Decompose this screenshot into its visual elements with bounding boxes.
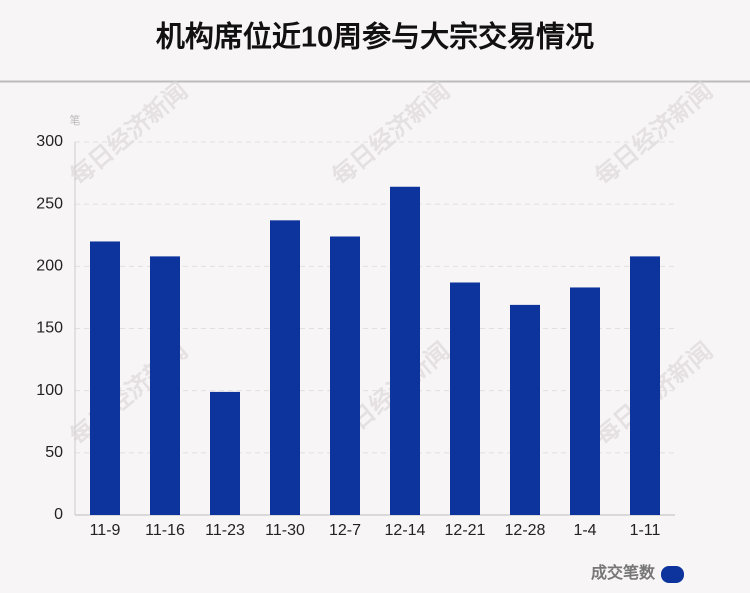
x-tick-label: 11-9 xyxy=(90,522,121,539)
x-tick-label: 12-21 xyxy=(445,522,486,539)
y-tick-label: 50 xyxy=(45,444,63,461)
x-tick-label: 11-23 xyxy=(205,522,245,539)
legend-label: 成交笔数 xyxy=(591,563,656,582)
x-tick-label: 12-14 xyxy=(385,522,426,539)
y-tick-label: 200 xyxy=(36,258,63,275)
x-tick-label: 1-4 xyxy=(573,522,596,539)
bar xyxy=(570,287,600,515)
y-tick-label: 0 xyxy=(54,506,63,523)
chart-title: 机构席位近10周参与大宗交易情况 xyxy=(156,20,594,54)
x-tick-label: 12-7 xyxy=(329,522,361,539)
y-tick-label: 300 xyxy=(36,133,63,150)
bar xyxy=(390,186,420,515)
y-tick-label: 250 xyxy=(36,195,63,212)
x-tick-label: 12-28 xyxy=(505,522,546,539)
bar xyxy=(270,220,300,515)
bar xyxy=(630,256,660,515)
bar xyxy=(510,304,540,515)
y-tick-label: 100 xyxy=(36,382,63,399)
x-tick-label: 11-16 xyxy=(145,522,185,539)
bar xyxy=(90,241,120,515)
x-tick-label: 1-11 xyxy=(630,522,661,539)
bar xyxy=(330,236,360,515)
x-tick-label: 11-30 xyxy=(265,522,305,539)
bar xyxy=(150,256,180,515)
legend-swatch xyxy=(661,566,684,583)
bar xyxy=(450,282,480,515)
bar xyxy=(210,391,240,515)
y-unit: 笔 xyxy=(70,113,81,127)
y-tick-label: 150 xyxy=(36,320,63,337)
